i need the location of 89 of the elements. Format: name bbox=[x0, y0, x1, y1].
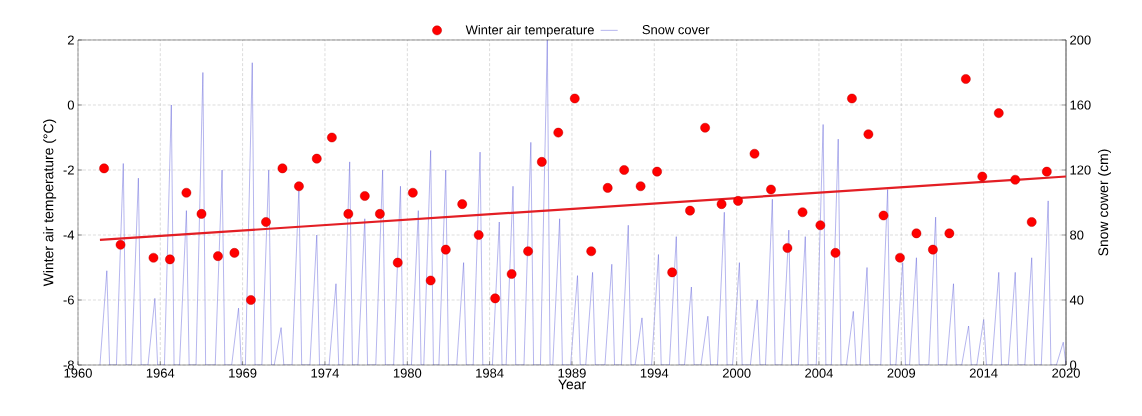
y-tick-label: 0 bbox=[67, 100, 74, 110]
y-tick-label: -6 bbox=[63, 295, 74, 305]
point bbox=[602, 183, 613, 193]
point bbox=[1010, 174, 1021, 185]
x-tick-label: 2000 bbox=[722, 368, 751, 378]
x-tick-label: 1994 bbox=[640, 368, 669, 378]
y2-tick-label: 160 bbox=[1070, 100, 1091, 110]
point bbox=[506, 269, 517, 279]
point bbox=[815, 220, 826, 231]
point bbox=[523, 246, 533, 257]
point bbox=[425, 275, 436, 286]
x-tick-label: 1974 bbox=[311, 368, 339, 378]
point bbox=[878, 210, 889, 221]
point bbox=[148, 252, 159, 263]
y2-axis-title: Snow cower (cm) bbox=[1097, 149, 1111, 256]
x-tick-label: 1984 bbox=[476, 368, 504, 378]
x-tick-label: 1980 bbox=[393, 368, 422, 378]
legend-label: Winter air temperature bbox=[465, 24, 594, 38]
point bbox=[537, 157, 547, 167]
point bbox=[213, 251, 223, 261]
point bbox=[569, 93, 580, 104]
y-tick-label: -4 bbox=[63, 230, 75, 240]
point bbox=[181, 187, 192, 198]
point bbox=[115, 239, 126, 250]
point bbox=[392, 257, 403, 268]
point bbox=[586, 246, 597, 257]
x-tick-label: 2009 bbox=[887, 368, 916, 378]
point bbox=[196, 209, 207, 219]
y-tick-label: -2 bbox=[63, 165, 74, 175]
point bbox=[700, 122, 710, 133]
point bbox=[830, 248, 841, 258]
y2-tick-label: 0 bbox=[1070, 360, 1077, 370]
point bbox=[716, 199, 727, 209]
y2-tick-label: 40 bbox=[1069, 295, 1084, 305]
y-axis-title: Winter air temperature (°C) bbox=[43, 119, 57, 287]
point bbox=[408, 187, 418, 198]
point bbox=[311, 153, 322, 164]
y-tick-label: -8 bbox=[63, 360, 74, 370]
x-tick-label: 2020 bbox=[1052, 368, 1080, 378]
point bbox=[165, 254, 175, 265]
point bbox=[797, 207, 808, 218]
point bbox=[99, 163, 109, 174]
x-tick-label: 2014 bbox=[969, 368, 998, 378]
y2-tick-label: 80 bbox=[1070, 230, 1084, 240]
x-tick-label: 1969 bbox=[229, 368, 257, 378]
legend-label: Snow cover bbox=[642, 25, 710, 35]
y2-tick-label: 200 bbox=[1070, 35, 1091, 45]
x-axis-title: Year bbox=[558, 379, 586, 390]
point bbox=[457, 199, 468, 209]
point bbox=[685, 205, 695, 216]
point bbox=[782, 243, 793, 253]
x-tick-label: 1964 bbox=[146, 368, 175, 378]
point bbox=[343, 209, 354, 219]
point bbox=[261, 217, 271, 227]
point bbox=[229, 248, 240, 258]
x-tick-label: 1960 bbox=[64, 368, 92, 378]
point bbox=[652, 166, 662, 177]
point bbox=[360, 191, 370, 201]
point bbox=[246, 295, 256, 305]
point bbox=[847, 93, 857, 104]
point bbox=[1042, 166, 1052, 177]
point bbox=[749, 148, 760, 159]
point bbox=[635, 181, 646, 192]
point bbox=[961, 74, 971, 84]
point bbox=[977, 171, 988, 182]
point bbox=[553, 127, 564, 138]
point bbox=[440, 244, 451, 255]
x-tick-label: 1989 bbox=[558, 368, 586, 378]
y-tick-label: 2 bbox=[67, 35, 74, 45]
point bbox=[619, 165, 629, 175]
point bbox=[993, 108, 1004, 118]
point bbox=[766, 184, 776, 195]
point bbox=[667, 267, 677, 278]
point bbox=[928, 244, 938, 255]
point bbox=[473, 230, 484, 240]
point bbox=[277, 163, 288, 174]
point bbox=[294, 181, 304, 192]
point bbox=[375, 209, 385, 219]
line-series bbox=[99, 40, 1067, 365]
point bbox=[327, 132, 337, 143]
point bbox=[944, 228, 955, 239]
x-tick-label: 2004 bbox=[805, 368, 833, 378]
point bbox=[1026, 217, 1037, 227]
point bbox=[733, 196, 743, 206]
point bbox=[911, 228, 922, 239]
y2-tick-label: 120 bbox=[1070, 165, 1091, 175]
point bbox=[863, 129, 874, 140]
point bbox=[895, 252, 905, 263]
point bbox=[490, 293, 500, 304]
